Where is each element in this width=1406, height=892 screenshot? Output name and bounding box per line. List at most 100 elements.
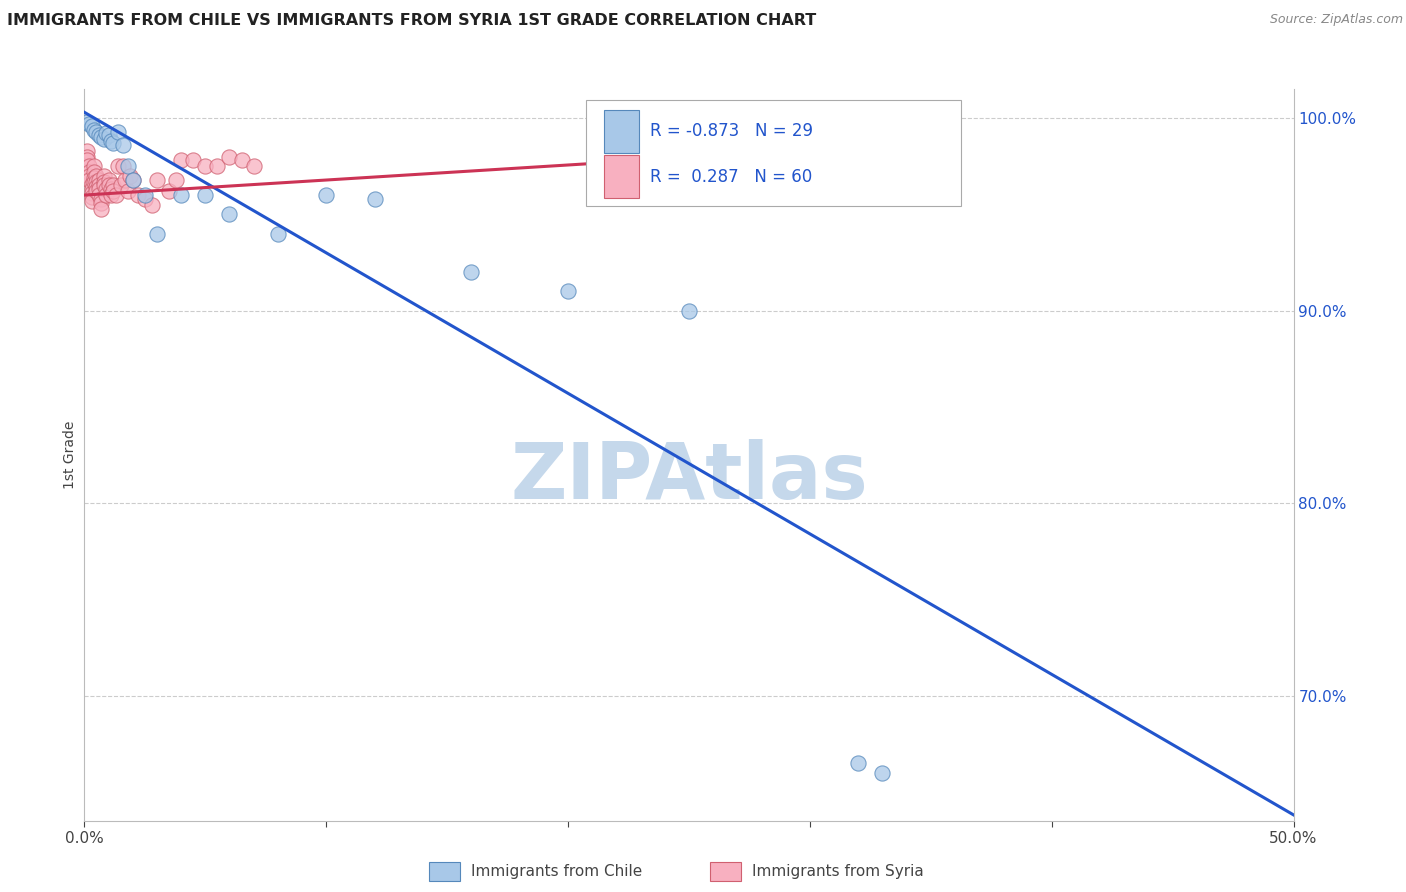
Point — [165, 172, 187, 186]
Point — [231, 153, 253, 168]
Text: Immigrants from Chile: Immigrants from Chile — [471, 864, 643, 879]
Point — [83, 170, 105, 185]
Point — [86, 184, 108, 198]
Point — [97, 178, 120, 193]
Point — [83, 175, 105, 189]
Point — [315, 188, 337, 202]
Point — [80, 186, 103, 201]
Point — [77, 169, 100, 183]
Point — [100, 188, 122, 202]
Point — [127, 188, 149, 202]
Text: ZIPAtlas: ZIPAtlas — [510, 439, 868, 515]
Point — [83, 159, 105, 173]
Point — [846, 756, 869, 770]
Point — [97, 172, 120, 186]
Point — [100, 134, 122, 148]
Point — [86, 175, 108, 189]
Point — [134, 192, 156, 206]
Point — [121, 172, 143, 186]
Point — [87, 178, 110, 193]
Point — [121, 172, 143, 186]
Point — [100, 182, 122, 196]
Point — [80, 194, 103, 208]
Y-axis label: 1st Grade: 1st Grade — [63, 421, 77, 489]
Point — [93, 178, 115, 193]
Point — [90, 130, 112, 145]
Point — [94, 127, 117, 141]
Point — [112, 159, 135, 173]
Point — [114, 172, 136, 186]
Point — [141, 197, 163, 211]
Point — [194, 159, 217, 173]
Point — [87, 188, 110, 202]
Point — [90, 202, 112, 216]
Point — [117, 184, 139, 198]
Point — [134, 188, 156, 202]
Point — [76, 144, 98, 158]
Point — [267, 227, 290, 241]
Point — [194, 188, 217, 202]
Point — [157, 184, 180, 198]
Point — [87, 182, 110, 196]
Text: R = -0.873   N = 29: R = -0.873 N = 29 — [650, 122, 813, 140]
Point — [94, 188, 117, 202]
Point — [94, 182, 117, 196]
Point — [120, 169, 142, 183]
Point — [107, 159, 129, 173]
Point — [104, 188, 127, 202]
Text: R =  0.287   N = 60: R = 0.287 N = 60 — [650, 168, 813, 186]
Point — [76, 153, 98, 168]
Point — [80, 119, 103, 133]
Point — [77, 159, 100, 173]
Point — [93, 169, 115, 183]
Point — [90, 192, 112, 206]
Point — [110, 178, 132, 193]
Point — [83, 165, 105, 179]
Point — [107, 124, 129, 138]
Point — [86, 180, 108, 194]
Point — [80, 177, 103, 191]
Text: Immigrants from Syria: Immigrants from Syria — [752, 864, 924, 879]
Point — [77, 117, 100, 131]
Point — [181, 153, 204, 168]
Point — [80, 182, 103, 196]
Point — [103, 178, 125, 193]
Text: IMMIGRANTS FROM CHILE VS IMMIGRANTS FROM SYRIA 1ST GRADE CORRELATION CHART: IMMIGRANTS FROM CHILE VS IMMIGRANTS FROM… — [7, 13, 817, 29]
FancyBboxPatch shape — [605, 110, 640, 153]
Point — [87, 172, 110, 186]
Point — [460, 265, 482, 279]
Point — [678, 303, 700, 318]
FancyBboxPatch shape — [586, 100, 962, 206]
Point — [93, 132, 115, 146]
Text: Source: ZipAtlas.com: Source: ZipAtlas.com — [1270, 13, 1403, 27]
Point — [846, 140, 869, 154]
Point — [170, 153, 193, 168]
Point — [76, 150, 98, 164]
Point — [87, 128, 110, 143]
Point — [90, 195, 112, 210]
Point — [242, 159, 264, 173]
Point — [170, 188, 193, 202]
Point — [363, 192, 385, 206]
Point — [557, 285, 579, 299]
Point — [77, 165, 100, 179]
Point — [76, 115, 98, 129]
Point — [146, 227, 169, 241]
Point — [872, 765, 894, 780]
Point — [218, 150, 240, 164]
Point — [117, 159, 139, 173]
Point — [218, 207, 240, 221]
Point — [97, 128, 120, 143]
Point — [80, 190, 103, 204]
Point — [112, 138, 135, 153]
Point — [83, 122, 105, 136]
Point — [103, 184, 125, 198]
Point — [86, 169, 108, 183]
Point — [207, 159, 229, 173]
Point — [146, 172, 169, 186]
Point — [86, 124, 108, 138]
FancyBboxPatch shape — [605, 155, 640, 198]
Point — [77, 172, 100, 186]
Point — [103, 136, 125, 150]
Point — [93, 175, 115, 189]
